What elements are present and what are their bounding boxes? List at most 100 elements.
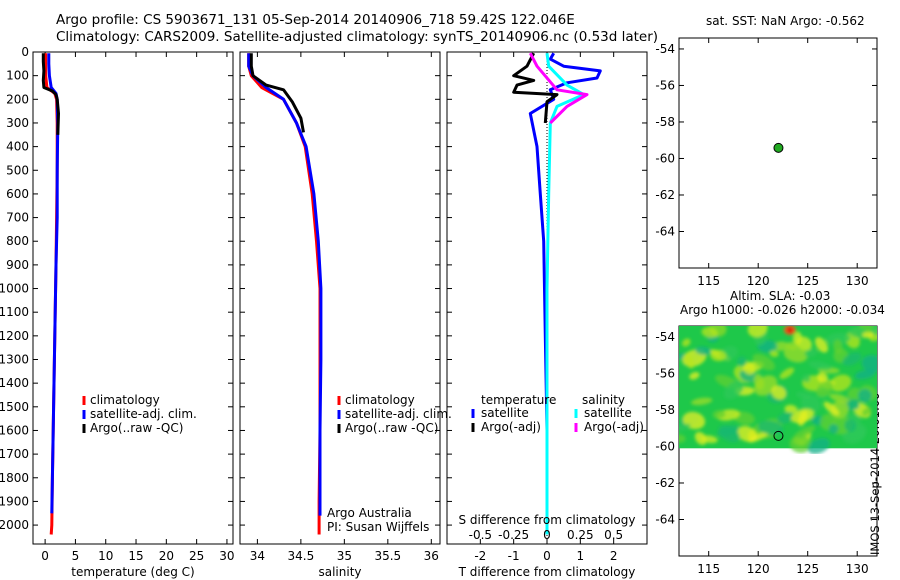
- salinity-series-satellite-adj-clim-: [247, 53, 323, 516]
- sla-field-patch: [789, 435, 812, 453]
- sst-map-ytick-label: -64: [655, 224, 675, 238]
- sla-field-patch: [701, 327, 718, 338]
- temperature-xtick-label: 25: [189, 549, 204, 563]
- sla-field-patch: [679, 434, 686, 443]
- sla-field-patch: [784, 404, 798, 414]
- sla-field-patch: [833, 339, 843, 355]
- pi-name-label: PI: Susan Wijffels: [327, 520, 429, 534]
- depth-tick-label: 400: [6, 140, 29, 154]
- sla-field-patch: [747, 326, 768, 338]
- sla-field-patch: [771, 385, 787, 400]
- sla-field-patch: [861, 354, 877, 373]
- temperature-legend-entry: Argo(..raw -QC): [90, 421, 183, 435]
- depth-tick-label: 100: [6, 69, 29, 83]
- diff-legend-entry: satellite: [584, 406, 632, 420]
- sla-field-patch: [792, 331, 802, 345]
- sla-field-patch: [689, 371, 700, 380]
- salinity-legend-entry: climatology: [345, 393, 415, 407]
- difference-series-temperature-argo-adj-: [512, 52, 559, 124]
- sla-map-ytick-label: -58: [655, 403, 675, 417]
- difference-series-salinity-argo-adj-: [528, 52, 589, 125]
- salinity-xlabel: salinity: [318, 565, 361, 579]
- sla-field-patch: [752, 353, 775, 371]
- sla-field-patch: [684, 353, 695, 369]
- sla-field-patch: [861, 407, 872, 417]
- temperature-xlabel: temperature (deg C): [71, 565, 194, 579]
- argo-float-position-ring: [773, 430, 784, 441]
- sla-field-patch: [718, 425, 740, 443]
- sla-field-patch: [737, 356, 747, 367]
- depth-tick-label: 1600: [0, 423, 29, 437]
- temperature-xtick-label: 5: [72, 549, 80, 563]
- sla-field-patch: [779, 367, 795, 379]
- temperature-series-argo-raw-qc-: [41, 53, 60, 135]
- diff-legend-entry: Argo(-adj): [584, 420, 644, 434]
- depth-tick-label: 1700: [0, 447, 29, 461]
- salinity-diff-tick-label: 0.5: [604, 528, 623, 542]
- sla-field-patch: [862, 331, 874, 339]
- sla-field: [679, 326, 877, 454]
- depth-tick-label: 1100: [0, 305, 29, 319]
- sst-map-xtick-label: 120: [747, 274, 770, 288]
- temperature-axes-frame: [32, 51, 234, 545]
- sla-field-patch: [814, 337, 829, 353]
- sla-map-ytick-label: -56: [655, 366, 675, 380]
- difference-xtick-label: -1: [508, 549, 520, 563]
- temperature-xtick-label: 15: [128, 549, 143, 563]
- sla-map-ytick-label: -62: [655, 476, 675, 490]
- salinity-diff-tick-label: 0: [543, 528, 551, 542]
- sla-field-patch: [828, 423, 839, 434]
- sst-map-frame: [678, 37, 878, 269]
- depth-tick-label: 700: [6, 211, 29, 225]
- sla-map-xtick-label: 125: [796, 562, 819, 576]
- salinity-xtick-label: 34.5: [288, 549, 315, 563]
- sla-hot-spot: [786, 327, 793, 333]
- sla-field-patch: [804, 349, 818, 358]
- sst-map-ytick-label: -60: [655, 151, 675, 165]
- sst-map-xtick-label: 130: [846, 274, 869, 288]
- salinity-xtick-label: 35.5: [374, 549, 401, 563]
- salinity-series-climatology: [247, 53, 322, 535]
- sla-field-patch: [695, 346, 711, 356]
- sla-field-patch: [858, 388, 872, 403]
- depth-tick-label: 1500: [0, 400, 29, 414]
- sla-field-patch: [710, 349, 727, 362]
- salinity-xtick-label: 35: [337, 549, 352, 563]
- sla-field-patch: [844, 419, 857, 432]
- sst-map-xtick-label: 125: [796, 274, 819, 288]
- sla-field-patch: [753, 374, 765, 390]
- sla-field-patch: [829, 374, 852, 392]
- temperature-xtick-label: 10: [98, 549, 113, 563]
- argo-float-position-marker: [773, 142, 784, 153]
- depth-tick-label: 300: [6, 116, 29, 130]
- temperature-series-satellite-adj-clim-: [47, 53, 60, 514]
- sla-field-patch: [777, 412, 794, 424]
- sst-map-ytick-label: -58: [655, 115, 675, 129]
- salinity-series-argo-raw-qc-: [249, 53, 305, 133]
- sla-field-patch: [723, 380, 744, 400]
- sla-field-patch: [871, 326, 877, 336]
- sla-field-patch: [847, 387, 862, 402]
- sla-field-patch: [691, 397, 713, 406]
- salinity-axes-frame: [239, 51, 441, 545]
- salinity-legend-entry: Argo(..raw -QC): [345, 421, 438, 435]
- sla-field-patch: [826, 332, 851, 345]
- sla-map-ytick-label: -60: [655, 439, 675, 453]
- figure-title-line2: Climatology: CARS2009. Satellite-adjuste…: [56, 29, 659, 45]
- depth-tick-label: 1200: [0, 329, 29, 343]
- salinity-diff-tick-label: -0.25: [498, 528, 529, 542]
- sla-field-patch: [773, 341, 789, 351]
- sla-field-patch: [845, 399, 860, 411]
- sla-field-patch: [802, 374, 811, 383]
- sla-field-patch: [807, 438, 830, 454]
- salinity-xtick-label: 36: [424, 549, 439, 563]
- depth-tick-label: 1400: [0, 376, 29, 390]
- sla-field-patch: [795, 391, 812, 399]
- sla-field-patch: [783, 346, 808, 363]
- sla-field-patch: [842, 352, 862, 366]
- difference-xtick-label: 2: [610, 549, 618, 563]
- sla-field-patch: [854, 369, 876, 380]
- diff-legend-salinity-title: salinity: [582, 393, 625, 407]
- depth-tick-label: 200: [6, 92, 29, 106]
- diff-legend-temperature-title: temperature: [481, 393, 556, 407]
